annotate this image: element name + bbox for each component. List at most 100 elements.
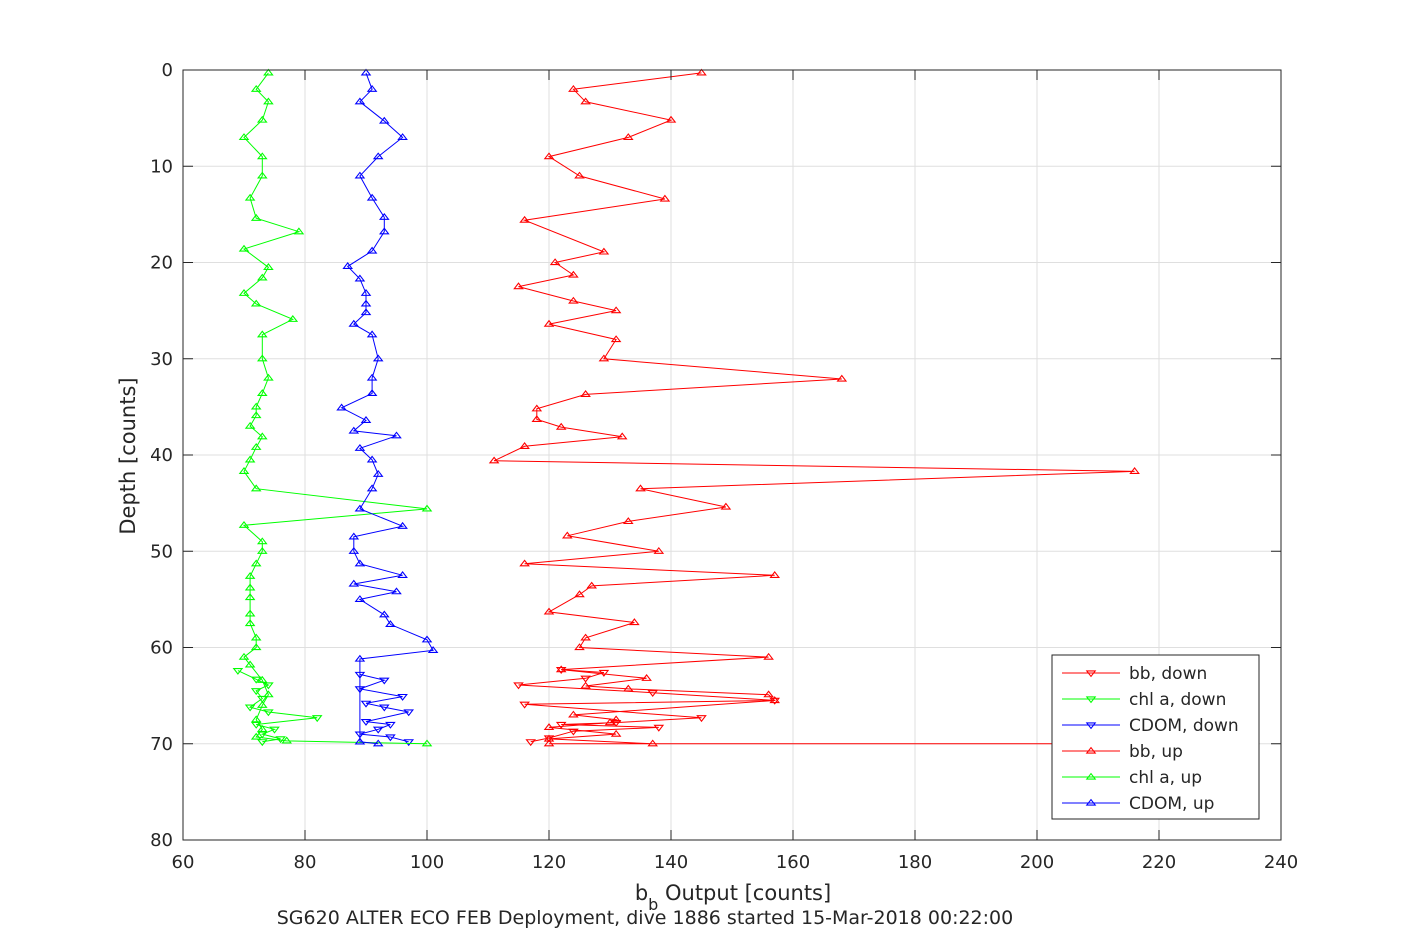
series-line-bb-down <box>518 669 775 743</box>
data-point-bb-up <box>580 97 591 105</box>
legend-swatch-marker <box>1085 670 1097 678</box>
data-point-bb-up <box>610 715 622 723</box>
data-point-chl-a-down <box>263 682 274 690</box>
data-point-chl-a-down <box>250 676 262 684</box>
data-point-cdom-up <box>360 299 372 307</box>
data-point-bb-down <box>580 675 591 683</box>
series-chl-a-down <box>232 667 323 747</box>
data-point-cdom-up <box>427 646 439 654</box>
data-point-bb-down <box>653 724 665 732</box>
series-cdom-up <box>336 68 439 747</box>
data-point-cdom-up <box>366 455 378 463</box>
data-point-chl-a-up <box>256 537 268 545</box>
data-point-chl-a-up <box>287 314 299 322</box>
data-point-cdom-up <box>360 288 372 296</box>
data-point-chl-a-up <box>256 675 268 683</box>
data-point-bb-up <box>629 618 640 626</box>
data-point-bb-up <box>543 152 555 160</box>
data-point-cdom-up <box>397 521 408 529</box>
data-point-cdom-down <box>378 677 390 685</box>
data-point-chl-a-up <box>250 643 262 651</box>
legend-box <box>1051 654 1260 820</box>
data-point-cdom-up <box>378 227 390 235</box>
series-line-cdom-up <box>340 72 434 745</box>
data-point-bb-down <box>769 697 781 705</box>
data-point-chl-a-up <box>263 690 274 698</box>
data-point-chl-a-up <box>244 455 256 463</box>
data-series <box>232 68 1140 747</box>
data-point-bb-up <box>568 84 579 92</box>
data-point-bb-down <box>610 719 622 727</box>
data-point-chl-a-up <box>244 571 256 579</box>
data-point-bb-up <box>543 723 555 731</box>
data-point-bb-up <box>543 607 555 615</box>
y-tick-label: 60 <box>150 638 173 659</box>
data-point-bb-up <box>696 68 707 76</box>
data-point-cdom-up <box>354 737 366 745</box>
x-axis-title-subscript: b <box>648 895 658 914</box>
legend-label: chl a, up <box>1129 768 1202 788</box>
data-point-bb-up <box>543 319 555 327</box>
data-point-bb-up <box>580 633 591 641</box>
x-tick-label: 220 <box>1142 852 1176 873</box>
legend-swatch-marker <box>1085 722 1097 730</box>
legend-label: bb, down <box>1129 664 1207 684</box>
data-point-chl-a-up <box>256 171 268 179</box>
data-point-bb-up <box>769 571 781 578</box>
data-point-chl-a-up <box>263 68 274 76</box>
data-point-chl-a-up <box>263 97 274 105</box>
data-point-chl-a-down <box>250 688 262 696</box>
data-point-chl-a-up <box>256 354 268 362</box>
data-point-chl-a-up <box>256 152 268 160</box>
x-tick-label: 240 <box>1264 852 1298 873</box>
data-point-bb-up <box>488 456 500 464</box>
data-point-cdom-down <box>360 718 372 726</box>
data-point-chl-a-down <box>256 695 268 703</box>
data-point-bb-up <box>665 115 677 123</box>
data-point-bb-up <box>598 354 610 362</box>
data-point-bb-down <box>568 728 579 736</box>
data-point-cdom-up <box>366 84 378 92</box>
data-point-bb-down <box>519 701 530 709</box>
data-point-bb-up <box>555 422 567 430</box>
data-point-chl-a-down <box>250 721 262 729</box>
data-point-chl-a-up <box>250 411 262 419</box>
data-point-chl-a-up <box>250 213 262 221</box>
data-point-bb-up <box>635 484 646 492</box>
data-point-cdom-up <box>354 443 366 451</box>
data-point-chl-a-up <box>238 288 250 296</box>
data-point-cdom-down <box>378 704 390 712</box>
chart-subtitle: SG620 ALTER ECO FEB Deployment, dive 188… <box>277 907 1013 929</box>
data-point-chl-a-up <box>256 700 268 708</box>
data-point-cdom-up <box>391 587 402 595</box>
data-point-cdom-up <box>366 246 378 254</box>
data-point-chl-a-up <box>256 389 268 397</box>
legend-swatch-marker <box>1085 696 1097 704</box>
data-point-bb-up <box>610 335 622 343</box>
x-tick-label: 100 <box>410 852 444 873</box>
data-point-cdom-up <box>366 484 378 492</box>
data-point-chl-a-up <box>421 739 433 747</box>
legend-item-cdom-down: CDOM, down <box>1062 716 1239 736</box>
data-point-bb-up <box>610 306 622 314</box>
data-point-cdom-up <box>354 654 366 662</box>
legend: bb, down chl a, down CDOM, down bb, up chl a… <box>1051 654 1260 820</box>
data-point-bb-up <box>549 258 561 266</box>
data-point-chl-a-up <box>238 133 250 141</box>
legend-item-chl-a-up: chl a, up <box>1062 768 1202 788</box>
data-point-chl-a-up <box>244 593 256 601</box>
data-point-chl-a-up <box>250 299 262 307</box>
data-point-cdom-down <box>372 726 384 734</box>
data-point-chl-a-up <box>238 244 250 252</box>
data-point-chl-a-up <box>244 609 256 617</box>
data-point-bb-up <box>531 415 543 423</box>
data-point-chl-a-down <box>244 704 256 712</box>
data-point-chl-a-up <box>250 715 262 723</box>
data-point-cdom-up <box>372 739 384 747</box>
data-point-chl-a-up <box>256 330 268 338</box>
data-point-cdom-up <box>360 68 372 76</box>
data-point-bb-up <box>622 133 634 141</box>
data-point-chl-a-up <box>263 373 274 381</box>
data-point-bb-down <box>598 669 610 677</box>
data-point-cdom-up <box>348 532 360 540</box>
